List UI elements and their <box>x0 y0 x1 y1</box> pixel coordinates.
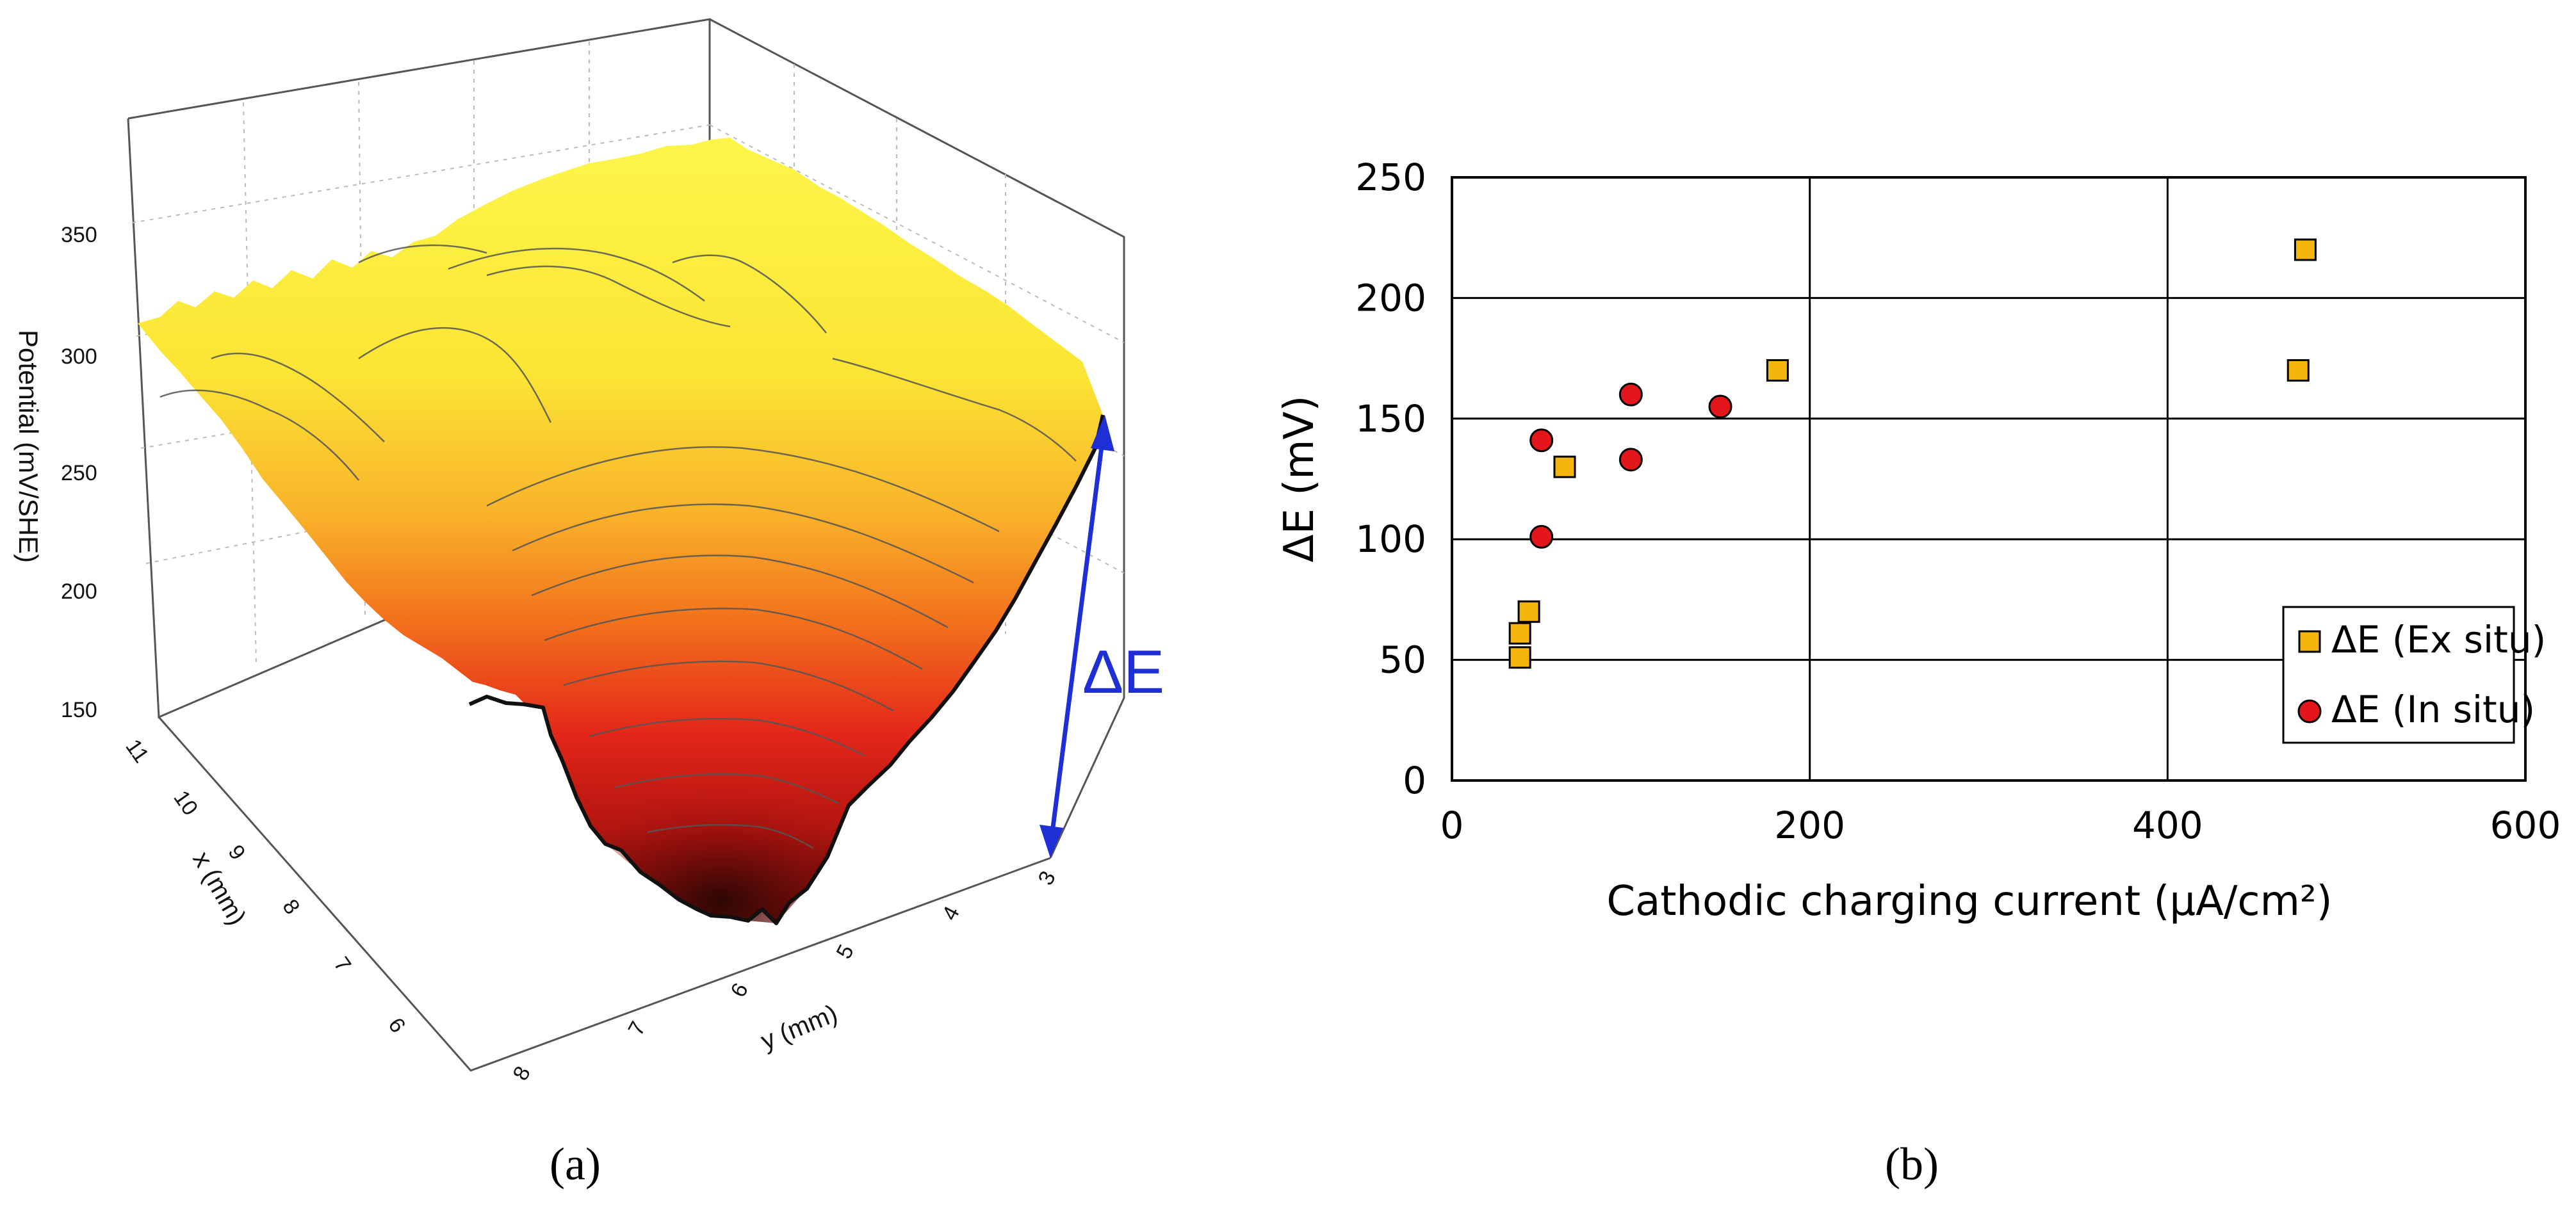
x-tick: 11 <box>120 735 153 768</box>
ex-situ-point <box>1517 600 1540 623</box>
x-tick: 7 <box>329 953 355 976</box>
x-tick-label: 400 <box>2132 804 2203 847</box>
x-axis: 0 200 400 600 <box>1440 804 2561 847</box>
plot-area-border <box>1451 176 2527 782</box>
z-tick: 150 <box>61 698 97 722</box>
z-tick: 350 <box>61 223 97 247</box>
x-tick: 9 <box>223 841 250 864</box>
gridlines <box>1452 177 2525 780</box>
ex-situ-point <box>1766 359 1789 382</box>
y-tick-label: 200 <box>1355 276 1426 319</box>
caption-a: (a) <box>550 1138 601 1190</box>
in-situ-point <box>1529 428 1554 453</box>
potential-surface <box>138 138 1105 925</box>
delta-e-label: ΔE <box>1082 638 1164 706</box>
z-tick: 300 <box>61 344 97 369</box>
in-situ-point <box>1708 394 1732 419</box>
legend-marker-ex-situ <box>2298 630 2321 653</box>
y-tick-label: 250 <box>1355 156 1426 199</box>
x-tick-label: 0 <box>1440 804 1464 847</box>
delta-e-arrow <box>1039 415 1114 858</box>
ex-situ-point <box>1508 646 1531 669</box>
in-situ-point <box>1618 382 1643 407</box>
x-tick: 8 <box>277 895 304 919</box>
y-tick: 8 <box>509 1062 535 1085</box>
x-tick: 6 <box>383 1014 410 1037</box>
x-tick-label: 200 <box>1774 804 1845 847</box>
z-axis-title: Potential (mV/SHE) <box>13 330 44 563</box>
y-tick: 3 <box>1034 867 1061 889</box>
z-tick: 200 <box>61 579 97 604</box>
data-points <box>1508 238 2317 669</box>
panel-a-surface-plot: ΔE Potential (mV/SHE) 150 200 250 300 35… <box>13 18 1164 1190</box>
panel-b-scatter-plot: 0 50 100 150 200 250 0 200 400 600 ΔE (mV) Catho… <box>1276 156 2561 1190</box>
x-axis-title: x (mm) <box>187 847 251 930</box>
contour-lines <box>159 244 1077 850</box>
y-axis-title: y (mm) <box>757 999 842 1055</box>
ex-situ-point <box>2287 359 2310 382</box>
legend-marker-in-situ <box>2297 699 2322 724</box>
y-tick-label: 0 <box>1403 759 1426 802</box>
y-tick: 4 <box>938 902 965 925</box>
ex-situ-point <box>1508 622 1531 645</box>
legend: ΔE (Ex situ) ΔE (In situ) <box>2282 606 2546 744</box>
y-tick-label: 100 <box>1355 517 1426 561</box>
y-tick: 5 <box>832 941 859 963</box>
z-axis: Potential (mV/SHE) 150 200 250 300 350 <box>13 223 97 722</box>
y-tick-label: 150 <box>1355 397 1426 441</box>
x-axis: x (mm) 11 10 9 8 7 6 <box>120 735 410 1037</box>
y-tick: 7 <box>624 1017 651 1040</box>
y-axis: 0 50 100 150 200 250 <box>1355 156 1426 802</box>
caption-b: (b) <box>1885 1138 1939 1190</box>
surface-front-edge <box>468 414 1105 925</box>
y-axis-title: ΔE (mV) <box>1276 396 1323 563</box>
y-tick: 6 <box>726 979 753 1001</box>
legend-label-ex-situ: ΔE (Ex situ) <box>2331 618 2546 661</box>
x-tick: 10 <box>168 786 202 820</box>
ex-situ-point <box>1553 455 1576 478</box>
in-situ-point <box>1618 448 1643 472</box>
in-situ-point <box>1529 524 1554 549</box>
ex-situ-point <box>2294 238 2317 261</box>
x-axis-title: Cathodic charging current (µA/cm²) <box>1606 878 2332 925</box>
legend-label-in-situ: ΔE (In situ) <box>2331 688 2535 731</box>
x-tick-label: 600 <box>2490 804 2561 847</box>
legend-box <box>2282 606 2515 744</box>
z-tick: 250 <box>61 461 97 485</box>
y-tick-label: 50 <box>1379 638 1426 682</box>
